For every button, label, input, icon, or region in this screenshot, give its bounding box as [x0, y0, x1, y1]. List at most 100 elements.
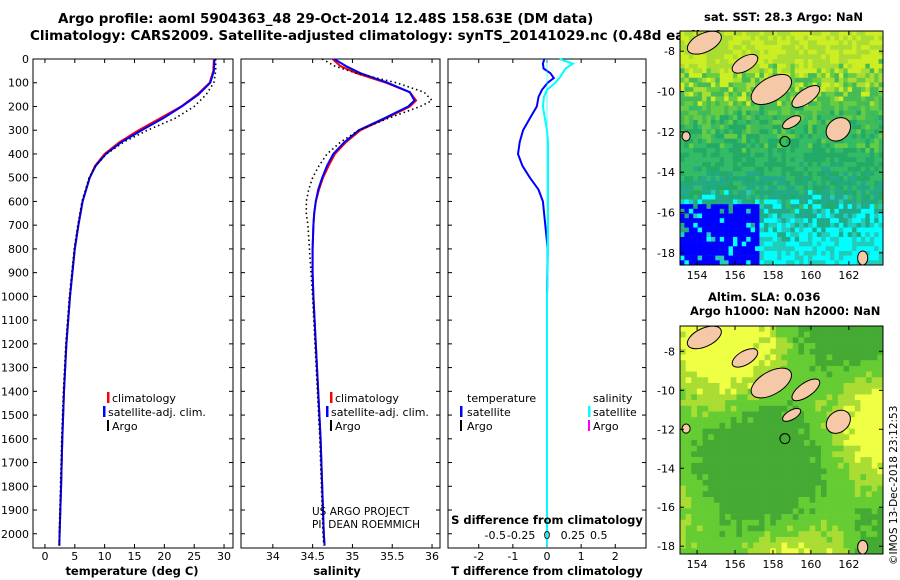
map-cell: [688, 227, 694, 233]
map-cell: [684, 232, 690, 238]
map-cell: [781, 40, 787, 46]
map-cell: [852, 91, 857, 97]
map-cell: [854, 474, 861, 481]
map-cell: [777, 152, 782, 158]
map-cell: [753, 411, 760, 418]
map-cell: [768, 138, 773, 144]
map-cell: [803, 241, 809, 247]
map-cell: [719, 497, 726, 503]
map-cell: [747, 525, 754, 532]
map-cell: [838, 63, 844, 69]
map-cell: [759, 250, 765, 256]
map-cell: [869, 54, 875, 60]
map-cell: [781, 525, 788, 532]
map-cell: [820, 326, 827, 332]
map-cell: [834, 54, 840, 60]
map-cell: [730, 343, 737, 350]
map-cell: [809, 485, 816, 492]
map-cell: [725, 542, 732, 549]
map-cell: [799, 260, 804, 266]
map-cell: [826, 365, 833, 372]
depth-tick-label: 1200: [1, 338, 29, 351]
map-cell: [772, 138, 778, 144]
map-cell: [826, 360, 833, 367]
map-cell: [826, 491, 833, 498]
map-cell: [725, 371, 732, 378]
map-cell: [847, 110, 853, 116]
map-cell: [790, 162, 796, 168]
map-cell: [794, 199, 800, 205]
map-cell: [747, 502, 754, 509]
map-cell: [750, 49, 756, 55]
map-cell: [838, 96, 844, 102]
map-cell: [777, 185, 782, 191]
lon-tick-label: 156: [725, 269, 746, 282]
map-cell: [834, 91, 840, 97]
map-cell: [728, 204, 734, 210]
map-cell: [768, 199, 773, 205]
map-cell: [741, 232, 747, 238]
map-cell: [799, 204, 804, 210]
map-cell: [866, 383, 873, 389]
map-cell: [719, 519, 726, 526]
map-cell: [713, 411, 720, 418]
map-cell: [741, 115, 747, 121]
map-cell: [792, 468, 799, 475]
map-cell: [758, 514, 765, 521]
map-cell: [702, 171, 707, 177]
map-cell: [680, 73, 685, 79]
map-cell: [719, 227, 725, 233]
map-cell: [798, 337, 805, 344]
map-cell: [877, 422, 884, 429]
map-cell: [763, 133, 769, 139]
map-cell: [719, 40, 725, 46]
map-cell: [755, 185, 760, 191]
island: [825, 117, 852, 142]
map-cell: [708, 377, 715, 384]
map-cell: [794, 194, 800, 200]
map-cell: [728, 49, 734, 55]
map-cell: [830, 45, 835, 51]
map-cell: [708, 485, 715, 492]
map-cell: [746, 157, 751, 163]
map-cell: [820, 491, 827, 498]
map-cell: [680, 457, 686, 464]
map-cell: [747, 445, 754, 452]
map-cell: [860, 457, 867, 464]
map-cell: [787, 348, 794, 355]
map-cell: [852, 68, 857, 74]
map-cell: [787, 519, 794, 526]
map-cell: [804, 365, 810, 372]
map-cell: [877, 502, 884, 509]
map-cell: [736, 371, 743, 378]
map-cell: [706, 124, 712, 130]
map-cell: [860, 124, 866, 130]
map-cell: [781, 180, 787, 186]
map-cell: [680, 227, 685, 233]
map-cell: [772, 148, 778, 153]
map-cell: [816, 143, 822, 149]
map-cell: [856, 171, 862, 177]
map-cell: [680, 377, 686, 384]
map-cell: [834, 208, 840, 214]
map-cell: [775, 531, 782, 538]
map-cell: [747, 514, 754, 521]
map-cell: [820, 468, 827, 475]
map-cell: [696, 428, 703, 435]
map-cell: [772, 162, 778, 168]
map-cell: [768, 204, 773, 210]
map-cell: [715, 190, 721, 196]
map-cell: [764, 331, 771, 338]
map-cell: [804, 451, 810, 458]
map-cell: [834, 250, 840, 256]
map-cell: [866, 348, 873, 355]
figure-title-line-1: Argo profile: aoml 5904363_48 29-Oct-201…: [58, 11, 594, 27]
map-cell: [775, 348, 782, 355]
map-cell: [803, 185, 809, 191]
map-cell: [763, 124, 769, 130]
map-cell: [860, 87, 866, 93]
map-cell: [684, 87, 690, 93]
map-cell: [843, 377, 850, 384]
map-cell: [708, 479, 715, 486]
map-cell: [830, 110, 835, 116]
